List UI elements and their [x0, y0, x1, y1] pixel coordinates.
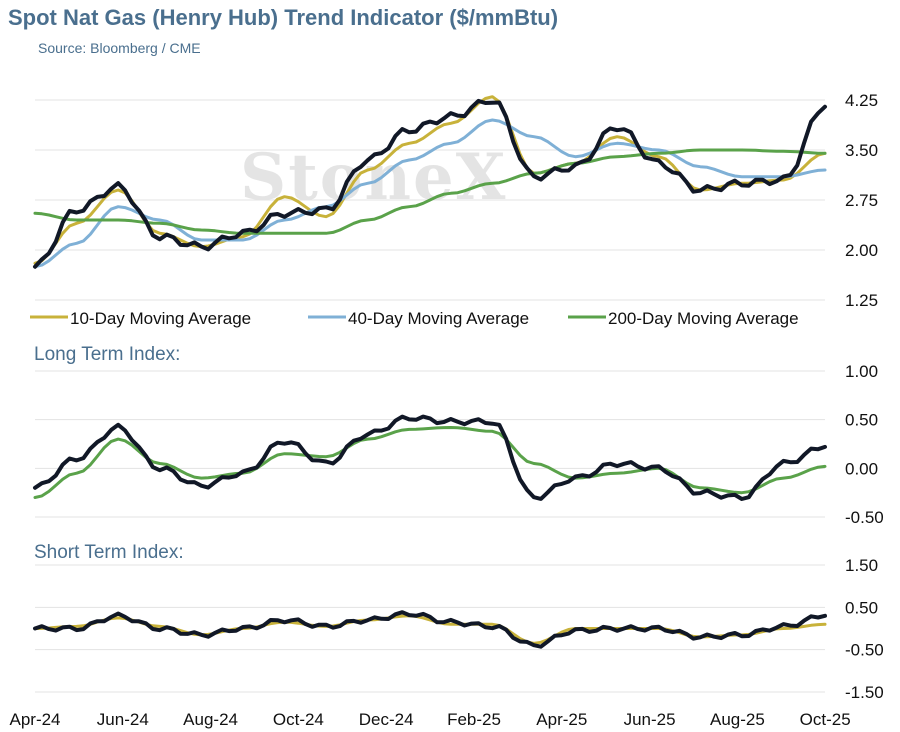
y-tick-label: 1.50: [845, 556, 878, 575]
y-tick-label: 0.00: [845, 459, 878, 478]
y-tick-label: 4.25: [845, 91, 878, 110]
y-tick-label: -1.50: [845, 683, 884, 702]
watermark-logo: StoneX: [240, 140, 508, 215]
y-tick-label: 2.75: [845, 191, 878, 210]
x-tick-label: Oct-25: [800, 710, 851, 729]
chart-subtitle: Source: Bloomberg / CME: [38, 40, 201, 56]
y-tick-label: 0.50: [845, 411, 878, 430]
y-tick-label: 0.50: [845, 598, 878, 617]
short-term-index-label: Short Term Index:: [34, 542, 184, 563]
price-series-line-1: [33, 414, 827, 501]
legend-label: 40-Day Moving Average: [348, 309, 529, 328]
long-term-index-label: Long Term Index:: [34, 344, 180, 365]
legend-label: 200-Day Moving Average: [608, 309, 799, 328]
y-tick-label: 3.50: [845, 141, 878, 160]
legend-label: 10-Day Moving Average: [70, 309, 251, 328]
x-tick-label: Jun-25: [624, 710, 676, 729]
chart-title: Spot Nat Gas (Henry Hub) Trend Indicator…: [8, 5, 559, 30]
ma200-series-line-0: [33, 148, 827, 235]
y-tick-label: -0.50: [845, 641, 884, 660]
x-tick-label: Jun-24: [97, 710, 149, 729]
x-tick-label: Apr-25: [536, 710, 587, 729]
y-tick-label: -0.50: [845, 508, 884, 527]
x-tick-label: Oct-24: [273, 710, 324, 729]
ma200-series-line-1: [33, 426, 827, 499]
ma40-series-line-0: [33, 118, 827, 269]
y-tick-label: 1.00: [845, 362, 878, 381]
price-series-line-0: [33, 98, 827, 269]
x-tick-label: Aug-25: [710, 710, 765, 729]
y-tick-label: 2.00: [845, 241, 878, 260]
y-tick-label: 1.25: [845, 291, 878, 310]
x-tick-label: Feb-25: [447, 710, 501, 729]
x-tick-label: Apr-24: [9, 710, 60, 729]
x-tick-label: Aug-24: [183, 710, 238, 729]
x-tick-label: Dec-24: [359, 710, 414, 729]
price-series-line-2: [33, 610, 827, 649]
